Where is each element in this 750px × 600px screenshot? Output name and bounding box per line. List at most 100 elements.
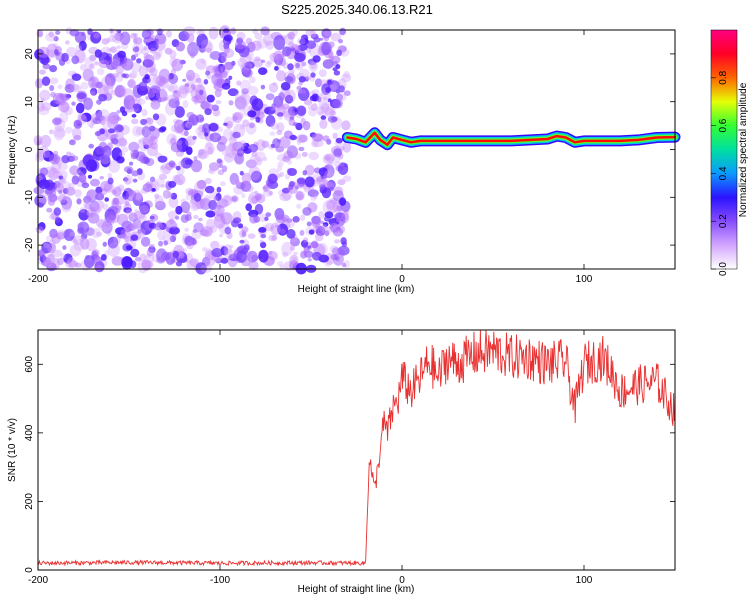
noise-cell: [263, 33, 274, 46]
noise-cell: [54, 183, 59, 188]
noise-cell: [248, 165, 261, 181]
noise-cell: [168, 160, 176, 167]
noise-cell: [324, 211, 334, 219]
noise-cell: [132, 37, 138, 44]
noise-cell: [213, 195, 219, 201]
noise-cell: [130, 150, 138, 157]
snr-xlabel: Height of straight line (km): [298, 584, 415, 595]
noise-cell: [248, 122, 255, 129]
noise-cell: [71, 101, 76, 106]
noise-cell: [296, 85, 302, 91]
noise-cell: [143, 46, 148, 51]
noise-cell: [325, 155, 331, 161]
spectrogram-ytick-label: -20: [24, 237, 35, 252]
noise-cell: [142, 135, 154, 149]
noise-cell: [132, 125, 143, 137]
noise-cell: [270, 122, 280, 130]
noise-cell: [211, 73, 223, 86]
noise-cell: [137, 194, 142, 199]
noise-cell: [258, 67, 268, 75]
noise-cell: [120, 228, 131, 240]
noise-cell: [127, 78, 136, 89]
noise-cell: [76, 198, 82, 205]
noise-cell: [141, 126, 151, 138]
noise-cell: [220, 54, 228, 64]
noise-cell: [256, 38, 268, 49]
noise-cell: [295, 62, 300, 69]
noise-cell: [233, 195, 239, 201]
noise-cell: [123, 207, 132, 214]
noise-cell: [260, 84, 266, 90]
noise-cell: [268, 234, 277, 242]
noise-cell: [168, 196, 179, 208]
noise-cell: [222, 128, 233, 142]
noise-cell: [251, 98, 264, 111]
noise-cell: [193, 156, 198, 161]
noise-cell: [187, 41, 199, 57]
noise-cell: [152, 113, 160, 121]
noise-cell: [203, 195, 211, 204]
noise-cell: [206, 47, 212, 53]
noise-cell: [253, 190, 259, 194]
noise-cell: [37, 29, 44, 38]
noise-cell: [331, 247, 341, 256]
noise-cell: [149, 67, 158, 77]
noise-cell: [338, 85, 345, 93]
noise-cell: [112, 133, 124, 147]
noise-cell: [118, 137, 127, 147]
noise-cell: [88, 76, 100, 90]
noise-cell: [315, 229, 323, 235]
noise-cell: [57, 84, 63, 90]
noise-cell: [307, 189, 319, 198]
noise-cell: [237, 57, 247, 68]
chart-title: S225.2025.340.06.13.R21: [281, 2, 433, 17]
noise-cell: [175, 260, 183, 267]
noise-cell: [135, 97, 142, 103]
noise-cell: [126, 74, 132, 78]
noise-cell: [200, 198, 206, 204]
noise-cell: [265, 222, 274, 232]
noise-cell: [254, 32, 263, 40]
noise-cell: [277, 161, 284, 167]
noise-cell: [112, 34, 124, 44]
noise-cell: [330, 107, 336, 113]
snr-ytick-label: 0: [24, 567, 35, 573]
noise-cell: [149, 127, 160, 140]
noise-cell: [101, 254, 107, 261]
noise-cell: [71, 155, 79, 161]
noise-cell: [73, 239, 79, 245]
noise-cell: [193, 99, 198, 105]
noise-cell: [328, 80, 340, 92]
noise-cell: [317, 242, 328, 256]
noise-cell: [339, 197, 347, 206]
noise-cell: [320, 173, 328, 179]
noise-cell: [265, 61, 272, 68]
noise-cell: [319, 220, 324, 224]
noise-cell: [281, 241, 293, 256]
noise-cell: [261, 140, 269, 148]
noise-cell: [294, 45, 301, 51]
noise-cell: [211, 248, 223, 258]
noise-cell: [34, 194, 47, 207]
noise-cell: [58, 189, 63, 195]
noise-cell: [97, 109, 110, 122]
noise-cell: [44, 166, 56, 178]
noise-cell: [48, 213, 56, 220]
snr-ytick-label: 400: [24, 424, 35, 441]
noise-cell: [242, 142, 250, 148]
noise-cell: [113, 235, 121, 245]
noise-cell: [185, 69, 196, 82]
noise-cell: [326, 156, 335, 164]
noise-cell: [236, 182, 246, 190]
noise-cell: [154, 193, 160, 199]
noise-cell: [343, 71, 350, 79]
noise-cell: [121, 256, 133, 270]
noise-cell: [310, 196, 317, 201]
noise-cell: [142, 183, 153, 193]
noise-cell: [284, 76, 294, 83]
noise-cell: [149, 176, 156, 183]
noise-cell: [76, 167, 87, 176]
noise-cell: [205, 210, 216, 218]
noise-cell: [140, 118, 148, 126]
